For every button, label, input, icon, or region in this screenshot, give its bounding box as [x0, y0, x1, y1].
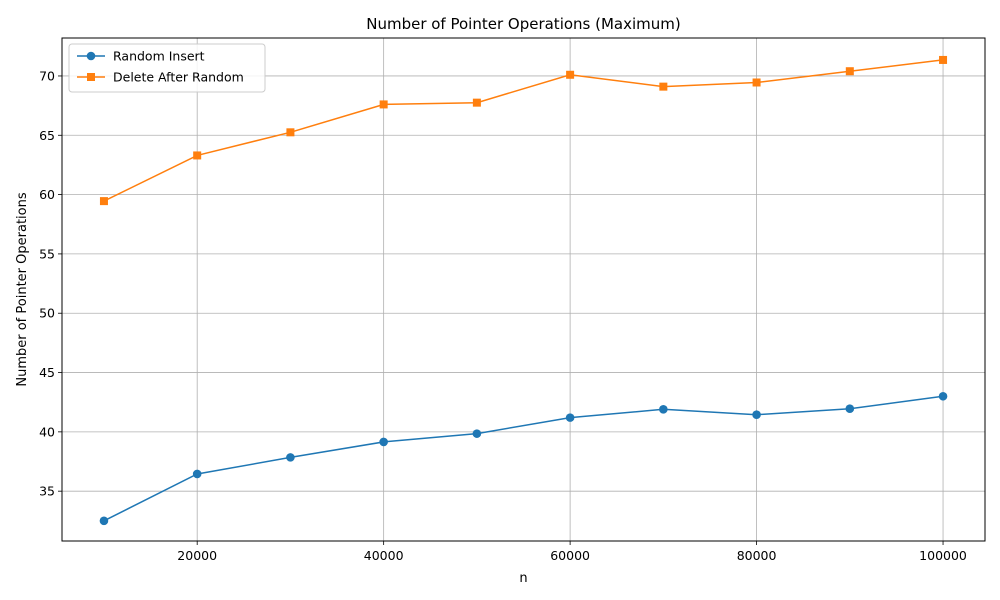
x-tick-label: 20000 [177, 548, 217, 563]
legend: Random Insert Delete After Random [68, 43, 266, 93]
x-tick-label: 80000 [737, 548, 777, 563]
data-point [99, 516, 109, 526]
data-point [565, 413, 575, 422]
data-point [566, 70, 575, 79]
data-point [379, 100, 388, 109]
legend-label: Delete After Random [113, 70, 244, 85]
series-2 [99, 55, 948, 206]
data-point [752, 78, 761, 87]
y-tick-label: 55 [39, 246, 55, 261]
y-tick-label: 50 [39, 306, 55, 321]
data-point [286, 453, 295, 462]
data-point [845, 404, 855, 414]
series-layer [99, 55, 948, 526]
y-tick-label: 60 [39, 187, 55, 202]
legend-marker [86, 51, 96, 61]
legend-entry: Random Insert [77, 49, 205, 64]
x-tick-label: 40000 [364, 548, 404, 563]
data-point [379, 437, 388, 447]
data-point [938, 391, 948, 401]
series-line [103, 395, 944, 522]
y-tick-label: 40 [39, 424, 55, 439]
data-point [193, 151, 202, 160]
grid [62, 38, 985, 541]
legend-box [68, 43, 266, 93]
y-tick-label: 70 [39, 68, 55, 83]
data-point [192, 469, 202, 479]
chart-title: Number of Pointer Operations (Maximum) [366, 15, 681, 33]
legend-label: Random Insert [113, 49, 205, 64]
data-point [659, 82, 668, 91]
series-1 [99, 391, 948, 526]
y-tick-label: 35 [39, 484, 55, 499]
ticks: 20000 40000 60000 80000 100000 35 40 45 50 55 60 65… [39, 68, 967, 563]
y-axis-title: Number of Pointer Operations [15, 192, 30, 386]
data-point [845, 67, 854, 76]
series-line [103, 59, 944, 202]
data-point [99, 197, 108, 206]
data-point [286, 128, 295, 137]
data-point [472, 429, 482, 438]
y-tick-label: 65 [39, 128, 55, 143]
data-point [939, 55, 948, 64]
legend-marker [87, 73, 95, 81]
legend-entry: Delete After Random [77, 70, 244, 85]
x-axis-title: n [519, 571, 527, 586]
x-tick-label: 60000 [550, 548, 590, 563]
data-point [752, 410, 761, 419]
data-point [659, 405, 668, 414]
x-tick-label: 100000 [919, 548, 967, 563]
plot-frame [61, 37, 986, 542]
data-point [472, 98, 481, 107]
y-tick-label: 45 [39, 365, 55, 380]
